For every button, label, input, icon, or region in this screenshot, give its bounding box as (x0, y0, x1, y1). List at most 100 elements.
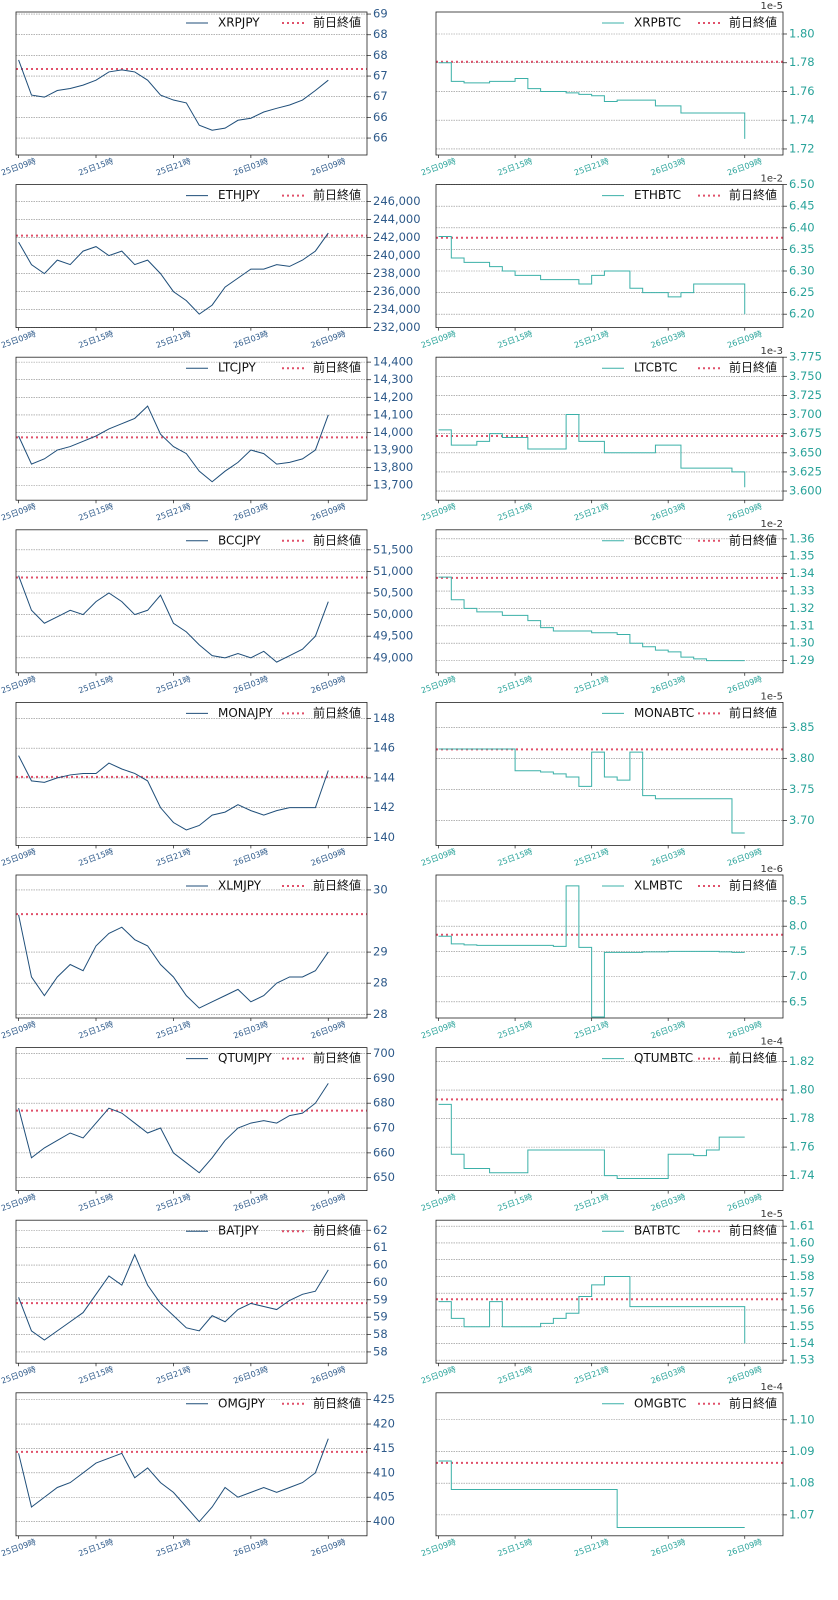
price-line (18, 1253, 329, 1341)
y-tick-label: 14,000 (373, 425, 413, 439)
x-tick-label: 25日15時 (496, 674, 533, 695)
legend-label: BCCJPY (218, 533, 261, 547)
y-tick-label: 6.30 (789, 264, 815, 278)
y-tick-label: 68 (373, 48, 388, 62)
x-tick-label: 26日09時 (726, 1020, 763, 1041)
y-tick-label: 6.50 (789, 177, 815, 191)
plot-frame (435, 356, 784, 501)
y-tick-label: 244,000 (373, 212, 421, 226)
x-tick-label: 26日03時 (232, 1192, 269, 1213)
y-tick-label: 6.5 (789, 994, 807, 1008)
x-tick-label: 26日09時 (310, 1537, 347, 1558)
x-tick-label: 26日09時 (310, 1192, 347, 1213)
chart-panel: 14,400 14,300 14,200 14,100 14,000 13,900 13,8… (0, 355, 413, 523)
y-tick-label: 238,000 (373, 266, 421, 280)
x-tick-label: 25日21時 (155, 329, 192, 350)
y-tick-label: 1.74 (789, 113, 815, 127)
x-tick-label: 26日03時 (650, 847, 687, 868)
legend-label: MONAJPY (218, 706, 273, 720)
x-tick-label: 26日09時 (310, 1020, 347, 1041)
x-tick-label: 25日09時 (0, 674, 37, 695)
plot-frame (435, 11, 784, 156)
x-tick-label: 26日09時 (726, 674, 763, 695)
chart-panel: 62 61 60 60 59 59 58 58 25日09時 25日15時 25日21時 26日03時… (0, 1219, 388, 1386)
x-tick-label: 25日09時 (420, 1537, 457, 1558)
x-tick-label: 25日09時 (420, 847, 457, 868)
y-tick-label: 650 (373, 1170, 395, 1184)
legend-label: 前日終値 (729, 878, 777, 893)
legend-label: BCCBTC (634, 533, 682, 547)
x-tick-label: 25日21時 (155, 502, 192, 523)
plot-frame (15, 874, 368, 1019)
x-tick-label: 26日09時 (310, 847, 347, 868)
y-tick-label: 49,500 (373, 629, 413, 643)
x-tick-label: 26日09時 (310, 329, 347, 350)
x-tick-label: 25日09時 (0, 847, 37, 868)
legend-label: 前日終値 (313, 1395, 361, 1410)
x-tick-label: 25日09時 (0, 329, 37, 350)
y-tick-label: 3.700 (789, 407, 822, 421)
x-tick-label: 26日09時 (726, 502, 763, 523)
x-tick-label: 26日09時 (726, 157, 763, 178)
y-tick-label: 1.55 (789, 1319, 815, 1333)
legend-label: QTUMJPY (218, 1051, 272, 1065)
x-tick-label: 25日15時 (77, 1020, 114, 1041)
y-tick-label: 66 (373, 131, 388, 145)
y-tick-label: 6.40 (789, 220, 815, 234)
y-tick-label: 13,800 (373, 460, 413, 474)
x-tick-label: 25日09時 (0, 1365, 37, 1386)
y-tick-label: 1.60 (789, 1235, 815, 1249)
y-tick-label: 1.36 (789, 531, 815, 545)
plot-frame (15, 529, 368, 674)
y-tick-label: 49,000 (373, 650, 413, 664)
legend-label: 前日終値 (729, 532, 777, 547)
legend-label: XRPJPY (218, 16, 260, 30)
price-line (438, 748, 745, 834)
y-tick-label: 14,100 (373, 407, 413, 421)
y-tick-label: 700 (373, 1046, 395, 1060)
price-line (438, 576, 745, 662)
y-tick-label: 146 (373, 741, 395, 755)
y-tick-label: 234,000 (373, 302, 421, 316)
chart-panel: 1.82 1.80 1.78 1.76 1.74 25日09時 25日15時 25日21時 26… (420, 1037, 815, 1213)
legend-label: BATJPY (218, 1224, 259, 1238)
y-tick-label: 3.725 (789, 388, 822, 402)
legend-label: 前日終値 (313, 878, 361, 893)
y-tick-label: 670 (373, 1121, 395, 1135)
price-line (438, 235, 746, 315)
plot-frame (435, 1219, 784, 1364)
legend-label: 前日終値 (729, 187, 777, 202)
legend-label: 前日終値 (313, 187, 361, 202)
x-tick-label: 25日15時 (496, 847, 533, 868)
x-tick-label: 25日21時 (573, 1537, 610, 1558)
legend-label: 前日終値 (729, 1395, 777, 1410)
y-tick-label: 1.61 (789, 1219, 815, 1233)
legend-label: XRPBTC (634, 16, 681, 30)
x-tick-label: 26日03時 (650, 502, 687, 523)
y-tick-label: 58 (373, 1344, 388, 1358)
legend-label: LTCJPY (218, 361, 257, 375)
plot-frame (435, 702, 784, 846)
price-line (438, 62, 746, 139)
x-tick-label: 25日21時 (573, 502, 610, 523)
x-tick-label: 25日21時 (573, 1192, 610, 1213)
chart-panel: 69 68 68 67 67 66 66 25日09時 25日15時 25日21時 26日03時 26… (0, 7, 388, 178)
y-tick-label: 61 (373, 1240, 388, 1254)
x-tick-label: 25日09時 (0, 157, 37, 178)
y-tick-label: 13,900 (373, 443, 413, 457)
x-tick-label: 25日15時 (496, 1020, 533, 1041)
x-tick-label: 26日03時 (232, 157, 269, 178)
y-tick-label: 7.0 (789, 969, 807, 983)
y-tick-label: 420 (373, 1417, 395, 1431)
x-tick-label: 25日21時 (155, 1537, 192, 1558)
x-tick-label: 26日03時 (650, 674, 687, 695)
y-tick-label: 1.74 (789, 1168, 815, 1182)
price-line (18, 59, 329, 131)
y-tick-label: 690 (373, 1071, 395, 1085)
chart-panel: 51,500 51,000 50,500 50,000 49,500 49,000 25日0… (0, 529, 413, 695)
x-tick-label: 25日21時 (573, 847, 610, 868)
x-tick-label: 25日21時 (155, 847, 192, 868)
y-tick-label: 1.54 (789, 1336, 815, 1350)
y-tick-label: 3.675 (789, 426, 822, 440)
